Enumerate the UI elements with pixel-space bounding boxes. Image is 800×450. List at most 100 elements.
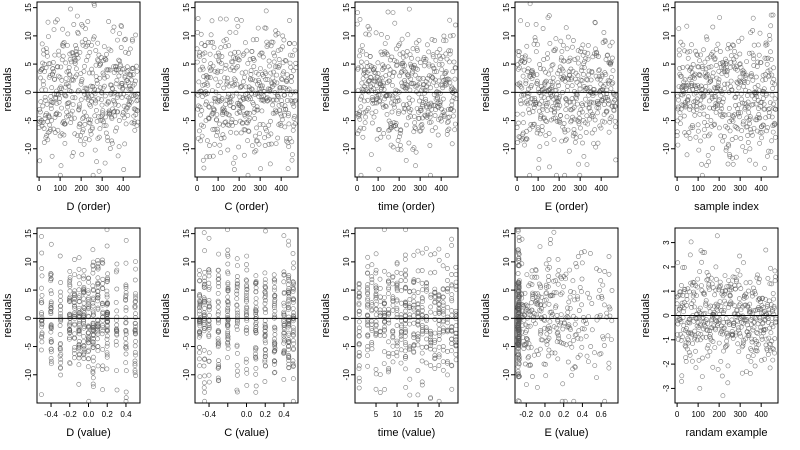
x-axis-label: D (value) xyxy=(66,427,111,439)
data-point xyxy=(39,310,44,316)
data-point xyxy=(754,275,760,281)
data-point xyxy=(428,331,434,337)
data-point xyxy=(547,293,553,299)
data-point xyxy=(253,311,259,317)
data-point xyxy=(612,118,618,124)
data-point xyxy=(290,127,296,133)
data-point xyxy=(516,398,522,403)
data-point xyxy=(411,320,417,326)
data-point xyxy=(757,30,763,36)
data-point xyxy=(79,77,85,82)
x-tick-label: 0.2 xyxy=(102,410,114,419)
data-point xyxy=(764,42,770,48)
y-tick-label: 10 xyxy=(662,31,671,40)
data-point xyxy=(48,276,54,281)
data-point xyxy=(81,339,86,344)
data-point xyxy=(558,57,564,63)
data-point xyxy=(90,297,96,303)
data-point xyxy=(381,268,387,274)
data-point xyxy=(79,39,85,45)
data-point xyxy=(436,326,442,332)
data-point xyxy=(523,330,528,335)
data-point xyxy=(541,361,547,367)
data-point xyxy=(374,83,379,89)
data-point xyxy=(445,286,451,292)
data-point xyxy=(133,311,138,317)
data-point xyxy=(374,74,380,80)
data-point xyxy=(406,140,412,146)
data-point xyxy=(423,96,428,102)
data-point xyxy=(441,33,447,39)
data-point xyxy=(44,101,50,107)
data-point xyxy=(609,337,614,342)
data-point xyxy=(706,159,712,165)
data-point xyxy=(41,126,47,131)
data-point xyxy=(400,60,406,66)
data-point xyxy=(718,133,724,139)
data-point xyxy=(125,64,130,70)
data-point xyxy=(400,63,406,68)
data-point xyxy=(706,98,712,104)
data-point xyxy=(83,113,89,119)
data-point xyxy=(415,277,421,283)
data-point xyxy=(715,366,721,372)
data-point xyxy=(365,264,371,270)
data-point xyxy=(532,38,538,43)
data-point xyxy=(377,307,383,313)
data-point xyxy=(253,383,259,389)
data-point xyxy=(770,129,776,135)
data-point xyxy=(728,78,734,84)
data-point xyxy=(516,301,522,307)
data-point xyxy=(561,284,566,290)
data-point xyxy=(753,101,759,107)
data-point xyxy=(81,109,87,115)
data-point xyxy=(281,330,287,336)
data-point xyxy=(572,139,578,145)
data-point xyxy=(751,42,757,48)
data-point xyxy=(67,311,73,317)
data-point xyxy=(720,393,726,399)
data-point xyxy=(290,299,296,305)
data-point xyxy=(523,322,529,328)
data-point xyxy=(710,364,716,370)
data-point xyxy=(356,375,362,381)
data-point xyxy=(206,297,212,303)
data-point xyxy=(711,54,716,60)
data-point xyxy=(704,317,709,323)
data-point xyxy=(120,112,126,118)
data-point xyxy=(740,68,746,73)
data-point xyxy=(217,121,222,127)
data-point xyxy=(715,103,720,109)
data-point xyxy=(258,166,263,172)
data-point xyxy=(94,80,100,86)
data-point xyxy=(42,94,48,100)
data-point xyxy=(39,285,44,291)
data-point xyxy=(266,141,272,147)
data-point xyxy=(403,278,408,283)
data-point xyxy=(414,48,420,53)
data-point xyxy=(566,299,572,305)
data-point xyxy=(426,63,432,69)
data-point xyxy=(415,334,421,340)
data-point xyxy=(81,296,87,302)
data-point xyxy=(90,295,96,301)
y-tick-label: -5 xyxy=(182,342,191,350)
data-point xyxy=(289,152,295,157)
data-point xyxy=(515,140,520,145)
data-point xyxy=(422,90,427,96)
data-point xyxy=(574,79,580,85)
x-tick-label: 100 xyxy=(211,184,225,193)
data-point xyxy=(277,85,283,91)
data-point xyxy=(72,95,78,101)
data-point xyxy=(40,103,46,109)
data-point xyxy=(748,358,754,364)
data-point xyxy=(754,348,760,354)
data-point xyxy=(90,381,96,387)
data-point xyxy=(532,121,537,127)
data-point xyxy=(735,341,741,347)
data-point xyxy=(373,371,379,377)
data-point xyxy=(253,330,259,335)
data-point xyxy=(99,102,105,108)
data-point xyxy=(280,44,285,50)
data-point xyxy=(58,357,64,363)
